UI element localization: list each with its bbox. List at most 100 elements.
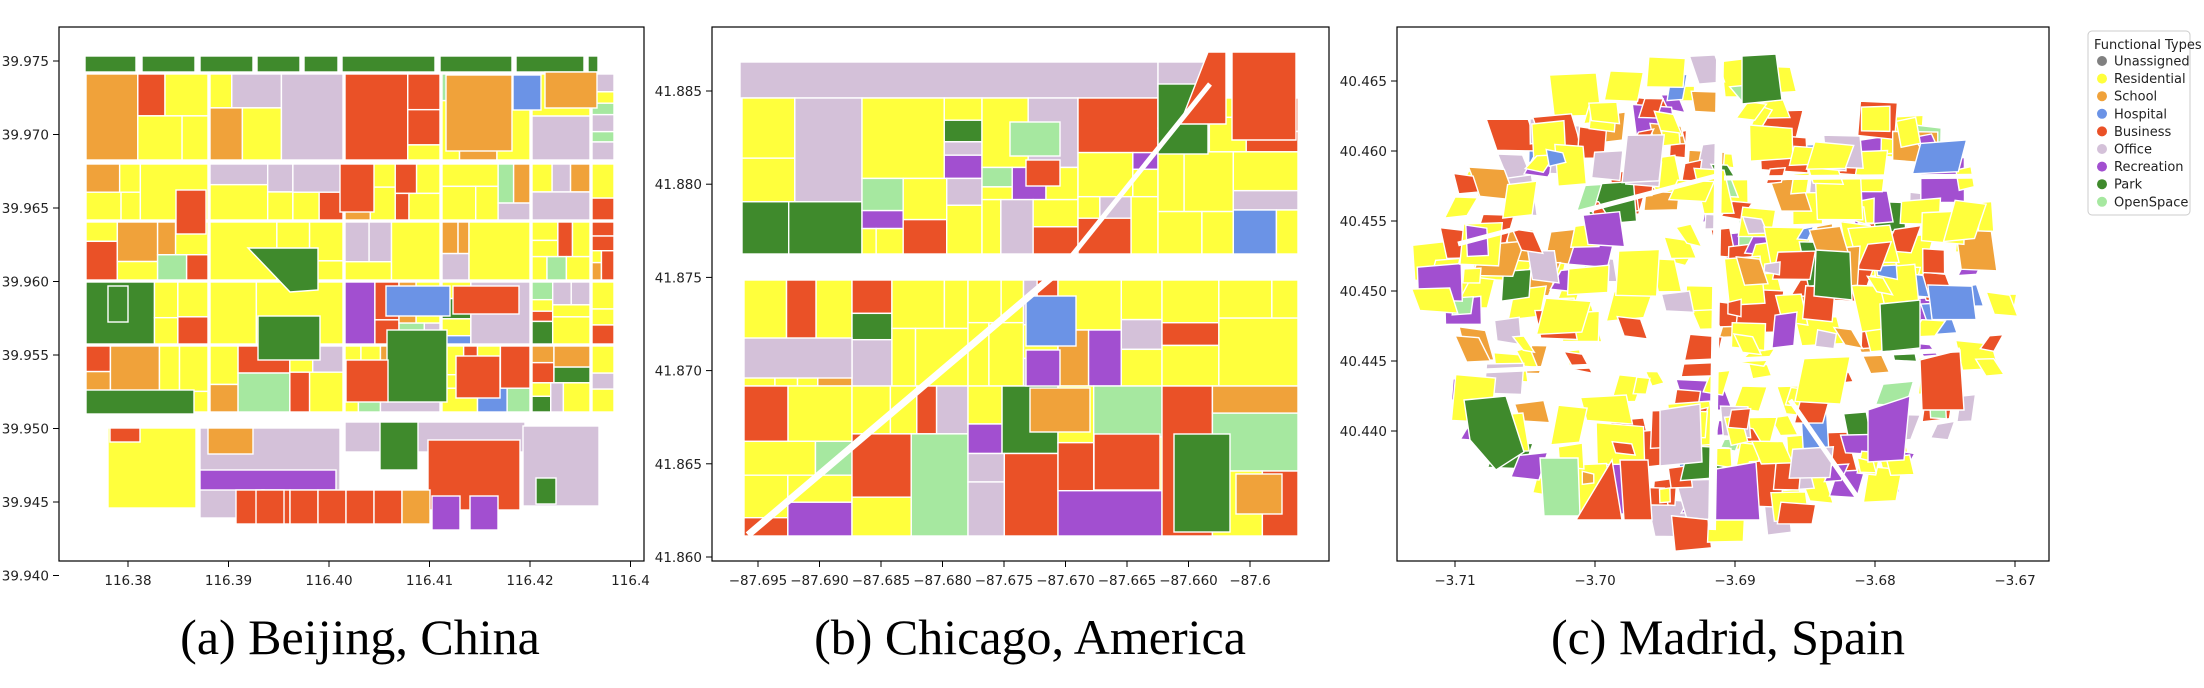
parcel-park [587, 55, 599, 73]
parcel-business [177, 316, 209, 345]
parcel-residential [531, 163, 553, 193]
parcel-business [407, 108, 441, 146]
parcel-office [570, 281, 591, 306]
parcel-residential [1579, 394, 1634, 425]
parcel-residential [1645, 56, 1687, 89]
parcel-residential [177, 281, 209, 318]
parcel-school [85, 73, 139, 161]
parcel-hospital [1911, 139, 1968, 175]
y-tick-label: 39.975 [2, 54, 49, 70]
parcel-residential [1271, 279, 1299, 319]
parcel-residential [1232, 151, 1299, 192]
parcel-business [1616, 315, 1649, 340]
parcel-business [851, 433, 912, 498]
parcel-residential [292, 191, 320, 221]
parcel-business [85, 345, 112, 373]
legend-marker [2097, 179, 2107, 190]
parcel-residential [1120, 279, 1163, 321]
x-tick-label: 116.40 [305, 573, 352, 589]
parcel-residential [1032, 198, 1079, 228]
parcel-residential [571, 221, 591, 258]
parcel-business [591, 235, 615, 252]
legend-marker [2097, 161, 2107, 172]
parcel-office [550, 382, 565, 413]
parcel-office [266, 163, 294, 193]
parcel-school [1453, 335, 1492, 363]
parcel-openspace [1009, 121, 1061, 157]
parcel-business [137, 73, 166, 117]
road [1723, 173, 2001, 181]
parcel-residential [1462, 267, 1482, 284]
parcel-business [175, 189, 207, 235]
y-tick-label: 41.885 [655, 84, 702, 100]
parcel-residential [209, 73, 233, 109]
y-axis-ticks: 40.465 40.460 40.455 40.450 40.445 40.440 [1340, 74, 1397, 440]
parcel-office [531, 115, 591, 161]
parcel-residential [891, 279, 946, 330]
parcel-residential [741, 157, 796, 203]
parcel-residential [209, 281, 258, 345]
parcel-business [109, 427, 141, 443]
y-tick-label: 39.960 [2, 275, 49, 291]
parcel-office [1232, 189, 1299, 211]
legend-label: Residential [2114, 72, 2186, 87]
map-panel-beijing: 116.38 116.39 116.40 116.41 116.42 116.4 39.9… [2, 26, 650, 665]
parcel-park [303, 55, 339, 73]
parcel-residential [178, 345, 209, 393]
parcel-park [1500, 268, 1532, 303]
parcel-park [84, 55, 137, 73]
parcel-residential [1183, 151, 1235, 213]
legend-label: Park [2114, 178, 2143, 193]
parcel-residential [1860, 105, 1891, 133]
parcel-residential [1535, 297, 1593, 336]
parcel-park [1741, 53, 1783, 105]
parcel-residential [946, 204, 983, 255]
parcel-school [85, 163, 121, 193]
parcel-office [231, 73, 283, 109]
parcel-office [935, 385, 969, 435]
parcel-residential [164, 73, 209, 117]
parcel-office [551, 281, 572, 306]
parcel-office [292, 163, 344, 193]
parcel-recreation [967, 423, 1003, 455]
parcel-park [1813, 249, 1853, 301]
parcel-residential [1218, 317, 1299, 387]
parcel-residential [891, 327, 917, 387]
x-tick-label: −3.69 [1714, 573, 1755, 589]
parcel-residential [1658, 487, 1671, 504]
parcel-business [1727, 407, 1752, 430]
parcel-residential [1769, 414, 1799, 437]
parcel-park [246, 247, 319, 293]
parcel-park [788, 201, 863, 255]
parcel-recreation [787, 501, 853, 537]
parcel-openspace [981, 166, 1013, 188]
parcel-office [441, 252, 470, 281]
parcel-office [1763, 261, 1781, 276]
parcel-residential [1895, 116, 1922, 149]
parcel-business [1776, 501, 1817, 525]
parcel-residential [1554, 143, 1588, 188]
parcel-park [1173, 433, 1231, 533]
parcel-business [1855, 241, 1893, 272]
parcel-residential [153, 316, 179, 345]
parcels [1410, 53, 2019, 552]
x-tick-label: −3.71 [1434, 573, 1475, 589]
parcel-business [591, 324, 615, 345]
parcel-office [209, 163, 269, 186]
parcel-recreation [861, 209, 904, 230]
parcel-recreation [1087, 329, 1123, 387]
parcel-business [591, 221, 615, 237]
parcel-park [107, 285, 129, 323]
x-axis-ticks: 116.38 116.39 116.40 116.41 116.42 116.4 [104, 561, 650, 589]
parcel-school [116, 221, 159, 263]
parcel-residential [1732, 333, 1763, 356]
parcel-residential [1275, 209, 1299, 255]
x-axis-ticks: −3.71 −3.70 −3.69 −3.68 −3.67 [1434, 561, 2036, 589]
parcel-openspace [531, 281, 554, 301]
y-tick-label: 41.880 [655, 177, 702, 193]
legend-label: OpenSpace [2114, 195, 2188, 210]
parcel-office [1000, 198, 1034, 255]
parcel-residential [861, 97, 945, 180]
parcel-office [591, 113, 615, 133]
parcel-business [743, 385, 789, 443]
